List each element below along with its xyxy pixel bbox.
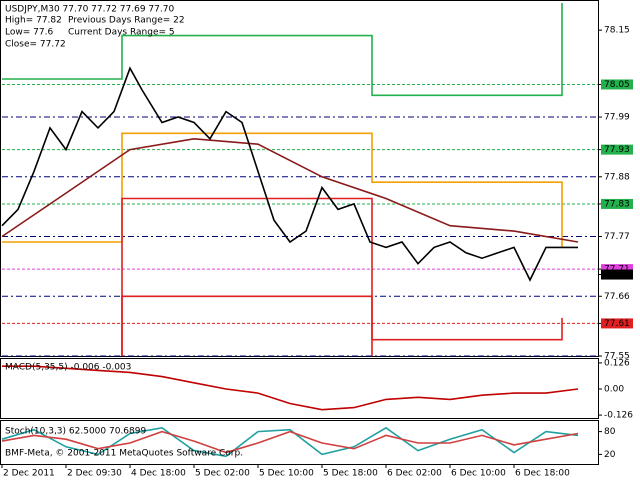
y-tick-label: 77.93 bbox=[604, 145, 630, 155]
copyright: BMF-Meta, © 2001-2011 MetaQuotes Softwar… bbox=[5, 449, 243, 459]
series-line bbox=[1, 66, 578, 282]
x-tick-label: 6 Dec 10:00 bbox=[451, 469, 506, 479]
y-tick-label: 20 bbox=[604, 450, 616, 460]
y-tick-label: 78.15 bbox=[604, 26, 630, 36]
x-tick-label: 6 Dec 18:00 bbox=[515, 469, 570, 479]
y-tick-label: 77.83 bbox=[604, 199, 630, 209]
y-tick-label: 80 bbox=[604, 427, 616, 437]
macd-panel bbox=[0, 358, 599, 419]
x-tick-label: 6 Dec 02:00 bbox=[387, 469, 442, 479]
y-tick-label: 77.88 bbox=[604, 172, 630, 182]
series-line bbox=[1, 137, 579, 243]
y-tick-box bbox=[601, 269, 633, 280]
annotation: Previous Days Range= 22 bbox=[68, 16, 185, 26]
y-tick-label: 77.61 bbox=[604, 319, 630, 329]
series-line bbox=[1, 426, 579, 458]
x-tick-label: 5 Dec 10:00 bbox=[259, 469, 314, 479]
series-line bbox=[121, 295, 563, 356]
y-tick-label: 78.05 bbox=[604, 80, 630, 90]
annotation: Close= 77.72 bbox=[5, 40, 66, 50]
chart-title: USDJPY,M30 77.70 77.72 77.69 77.70 bbox=[5, 5, 174, 15]
series-line bbox=[2, 3, 563, 97]
y-tick-box bbox=[601, 198, 633, 209]
panel-title: Stoch(10,3,3) 62.5000 70.6899 bbox=[5, 427, 146, 437]
x-tick-label: 2 Dec 2011 bbox=[3, 469, 55, 479]
series-line bbox=[1, 430, 579, 454]
x-tick-label: 4 Dec 18:00 bbox=[131, 469, 186, 479]
y-tick-label: 77.77 bbox=[604, 232, 630, 242]
series-line bbox=[121, 197, 373, 356]
annotation: Current Days Range= 5 bbox=[68, 28, 175, 38]
y-tick-box bbox=[601, 264, 633, 275]
y-tick-label: 77.70 bbox=[604, 270, 630, 280]
y-tick-label: 77.99 bbox=[604, 113, 630, 123]
series-line bbox=[2, 365, 579, 411]
panel-title: MACD(5,35,5) -0.006 -0.003 bbox=[5, 363, 131, 373]
main-panel bbox=[0, 0, 599, 357]
y-tick-label: 77.66 bbox=[604, 292, 630, 302]
y-tick-box bbox=[601, 144, 633, 155]
y-tick-label: -0.126 bbox=[604, 411, 633, 421]
x-tick-label: 2 Dec 09:30 bbox=[67, 469, 122, 479]
annotation: Low= 77.6 bbox=[5, 28, 53, 38]
annotation: High= 77.82 bbox=[5, 16, 62, 26]
y-tick-box bbox=[601, 79, 633, 90]
y-tick-label: 0.126 bbox=[604, 358, 630, 368]
y-tick-label: 77.55 bbox=[604, 352, 630, 362]
y-tick-label: 0.00 bbox=[604, 385, 624, 395]
x-tick-label: 5 Dec 02:00 bbox=[195, 469, 250, 479]
x-tick-label: 5 Dec 18:00 bbox=[323, 469, 378, 479]
y-tick-box bbox=[601, 318, 633, 329]
